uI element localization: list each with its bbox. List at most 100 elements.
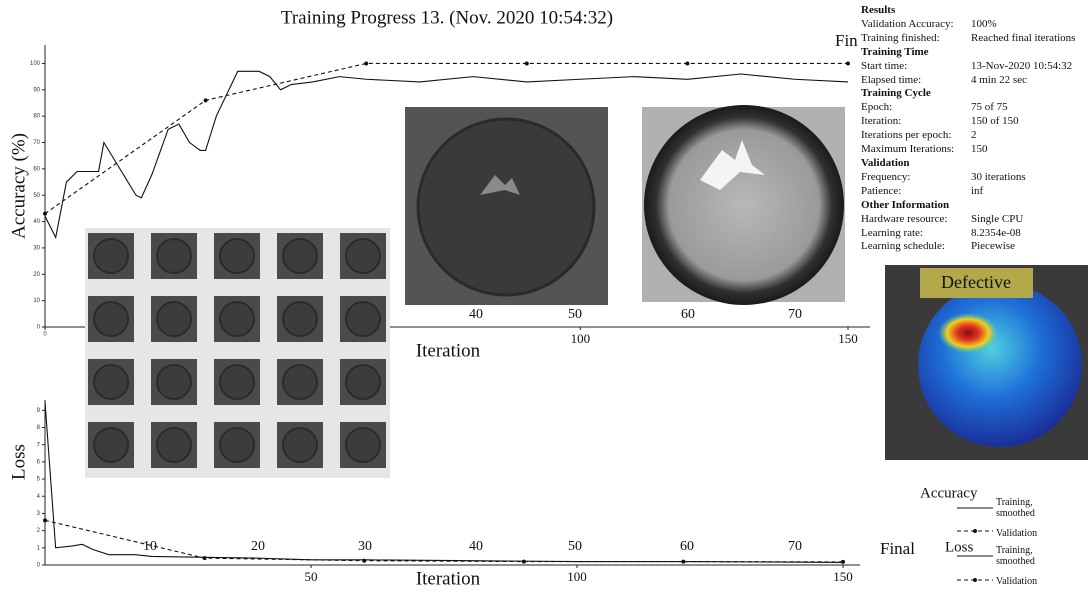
x-tick-label: 50 [305, 569, 318, 584]
info-row: Elapsed time:4 min 22 sec [861, 74, 1075, 88]
end-label: Final [880, 539, 915, 558]
y-tick-label: 1 [37, 545, 41, 551]
legend-entry: Training, smoothed [996, 545, 1058, 567]
info-row: Frequency:30 iterations [861, 171, 1075, 185]
thumbnail-coin [157, 428, 191, 462]
info-label: Iterations per epoch: [861, 129, 968, 143]
y-tick-label: 80 [33, 114, 40, 120]
thumbnail-coin [283, 428, 317, 462]
page: {"title": "Training Progress 13. (Nov. 2… [0, 0, 1089, 592]
info-label: Start time: [861, 60, 968, 74]
epoch-label: 60 [680, 539, 694, 554]
thumbnail-coin [157, 302, 191, 336]
epoch-label: 40 [469, 539, 483, 554]
y-tick-label: 50 [33, 193, 40, 199]
info-label: Patience: [861, 185, 968, 199]
info-label: Validation Accuracy: [861, 18, 968, 32]
series-marker [522, 560, 526, 564]
info-value: 2 [971, 129, 977, 143]
y-tick-label: 0 [37, 563, 41, 569]
info-row: Maximum Iterations:150 [861, 143, 1075, 157]
info-label: Elapsed time: [861, 74, 968, 88]
thumbnail-coin [346, 428, 380, 462]
y-tick-label: 9 [37, 408, 41, 414]
series-marker [685, 61, 689, 65]
x-tick-label: 150 [838, 331, 858, 346]
epoch-label: 50 [568, 307, 582, 322]
y-tick-label: 4 [37, 494, 41, 500]
y-tick-label: 10 [33, 298, 40, 304]
info-label: Iteration: [861, 115, 968, 129]
section-heading: Validation [861, 157, 1075, 171]
legend-title: Accuracy [920, 485, 978, 501]
y-tick-label: 0 [37, 325, 41, 331]
info-label: Maximum Iterations: [861, 143, 968, 157]
x-tick-label: 0 [43, 332, 47, 338]
thumbnail-coin [346, 365, 380, 399]
y-tick-label: 30 [33, 246, 40, 252]
thumbnail-coin [94, 428, 128, 462]
info-row: Learning rate:8.2354e-08 [861, 227, 1075, 241]
info-row: Hardware resource:Single CPU [861, 213, 1075, 227]
x-axis-label: Iteration [416, 340, 481, 361]
y-axis-label: Loss [8, 444, 29, 480]
info-value: 4 min 22 sec [971, 74, 1027, 88]
info-value: 150 [971, 143, 988, 157]
info-value: Piecewise [971, 240, 1015, 254]
series-marker [841, 560, 845, 564]
info-label: Frequency: [861, 171, 968, 185]
thumbnail-coin [220, 302, 254, 336]
info-label: Epoch: [861, 101, 968, 115]
epoch-label: 60 [681, 307, 695, 322]
thumbnail-coin [220, 239, 254, 273]
epoch-label: 20 [251, 539, 265, 554]
series-marker [681, 560, 685, 564]
section-heading: Other Information [861, 199, 1075, 213]
info-value: 75 of 75 [971, 101, 1008, 115]
legend-entry: Training, smoothed [996, 497, 1058, 519]
info-value: 30 iterations [971, 171, 1026, 185]
y-tick-label: 6 [37, 459, 41, 465]
info-row: Training finished:Reached final iteratio… [861, 32, 1075, 46]
y-tick-label: 100 [30, 61, 41, 67]
legend-title: Loss [945, 539, 974, 555]
thumbnail-coin [94, 302, 128, 336]
series-marker [362, 559, 366, 563]
thumbnail-coin [94, 365, 128, 399]
thumbnail-coin [346, 302, 380, 336]
thumbnail-coin [283, 239, 317, 273]
thumbnail-coin [283, 302, 317, 336]
section-heading: Training Cycle [861, 87, 1075, 101]
info-value: Reached final iterations [971, 32, 1075, 46]
thumbnail-coin [94, 239, 128, 273]
info-value: Single CPU [971, 213, 1023, 227]
section-heading: Results [861, 4, 1075, 18]
heatmap-label: Defective [941, 272, 1011, 292]
info-value: inf [971, 185, 983, 199]
info-row: Iterations per epoch:2 [861, 129, 1075, 143]
epoch-label: 70 [788, 539, 802, 554]
info-label: Learning rate: [861, 227, 968, 241]
section-heading: Training Time [861, 46, 1075, 60]
epoch-label: 70 [788, 307, 802, 322]
legend-entry: Validation [996, 528, 1058, 539]
info-row: Validation Accuracy:100% [861, 18, 1075, 32]
figure-title: Training Progress 13. (Nov. 2020 10:54:3… [281, 7, 613, 28]
info-value: 100% [971, 18, 997, 32]
x-tick-label: 100 [571, 331, 591, 346]
y-tick-label: 20 [33, 272, 40, 278]
y-tick-label: 2 [37, 528, 41, 534]
y-tick-label: 40 [33, 219, 40, 225]
series-line [45, 520, 843, 562]
thumbnail-coin [283, 365, 317, 399]
info-value: 13-Nov-2020 10:54:32 [971, 60, 1072, 74]
y-tick-label: 90 [33, 87, 40, 93]
y-tick-label: 60 [33, 166, 40, 172]
y-tick-label: 5 [37, 477, 41, 483]
thumbnail-coin [157, 365, 191, 399]
legend-marker [973, 578, 977, 582]
y-tick-label: 3 [37, 511, 41, 517]
info-row: Patience:inf [861, 185, 1075, 199]
epoch-label: 40 [469, 307, 483, 322]
info-row: Start time:13-Nov-2020 10:54:32 [861, 60, 1075, 74]
